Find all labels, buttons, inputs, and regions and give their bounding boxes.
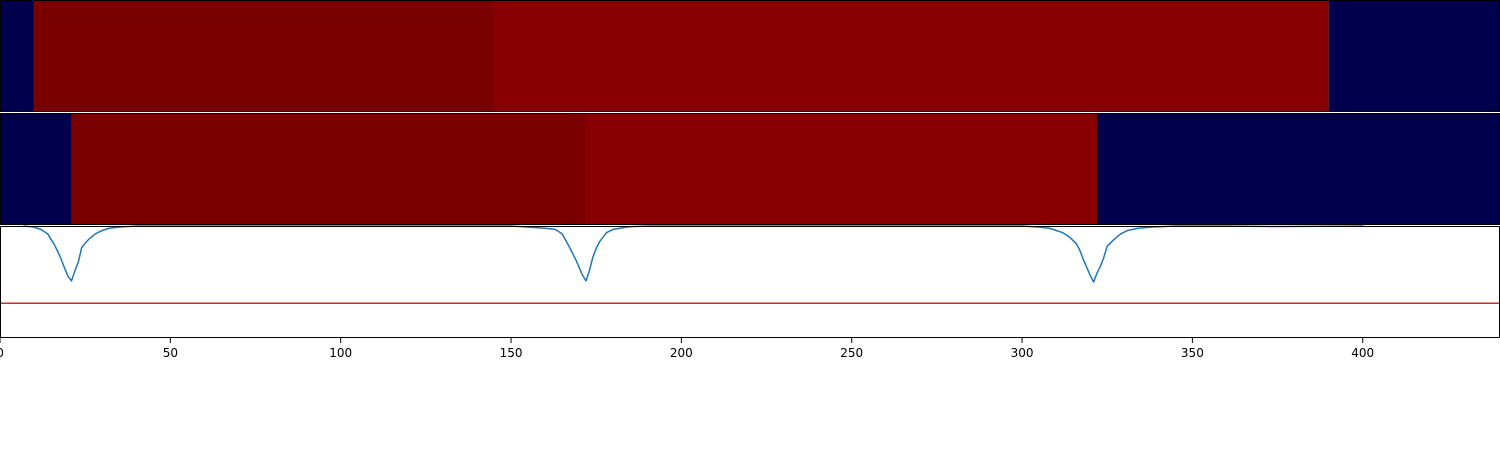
x-axis: 0 50 100 150 200 250 300 350 400	[0, 338, 1374, 360]
heatmap-row-1-segment-2	[34, 0, 494, 112]
heatmap-layer	[0, 0, 1500, 225]
heatmap-row-1	[0, 0, 1499, 112]
x-tick-label-7: 300	[1011, 346, 1034, 360]
heatmap-row-2-segment-2	[71, 113, 586, 225]
heatmap-row-2-segment-3	[585, 113, 1097, 225]
x-tick-label-5: 200	[670, 346, 693, 360]
series-line-1	[23, 225, 1364, 283]
line-panel-background	[0, 226, 1499, 338]
heatmap-row-2-segment-4	[1096, 113, 1499, 225]
heatmap-row-1-segment-1	[0, 0, 35, 112]
line-panel	[0, 225, 1500, 338]
x-tick-label-1: 0	[0, 346, 4, 360]
x-tick-label-9: 400	[1351, 346, 1374, 360]
x-tick-label-2: 50	[163, 346, 178, 360]
heatmap-row-1-segment-4	[1328, 0, 1499, 112]
x-tick-label-8: 350	[1181, 346, 1204, 360]
heatmap-row-2	[0, 113, 1499, 225]
heatmap-row-1-segment-3	[493, 0, 1329, 112]
x-tick-label-6: 250	[840, 346, 863, 360]
x-tick-label-4: 150	[500, 346, 523, 360]
x-tick-label-3: 100	[329, 346, 352, 360]
heatmap-row-2-segment-1	[0, 113, 72, 225]
